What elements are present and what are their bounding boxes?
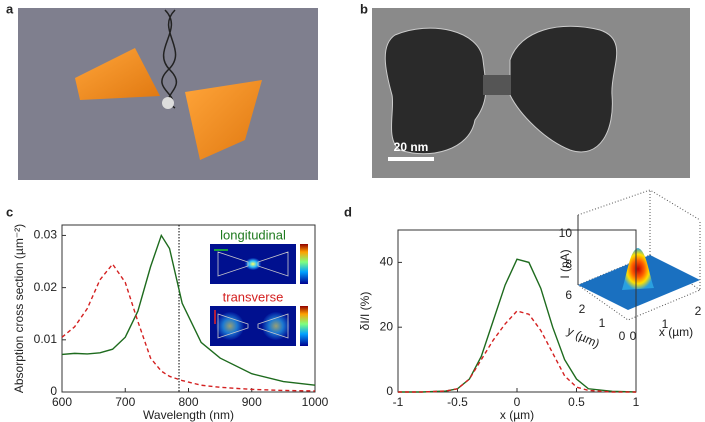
panel-label: c xyxy=(6,204,13,219)
x-tick-label: 1000 xyxy=(302,395,329,409)
field-hotspot xyxy=(245,258,261,270)
x-axis-label: x (µm) xyxy=(500,408,534,422)
x-tick-label: -0.5 xyxy=(447,395,468,409)
y-tick-label: 0.02 xyxy=(34,280,58,294)
y-axis-label: Absorption cross section (µm⁻²) xyxy=(12,224,26,393)
inset-label: longitudinal xyxy=(220,227,286,242)
y-tick-label: 20 xyxy=(380,319,394,333)
y-tick-label: 0 xyxy=(50,384,57,398)
y-label: y (µm) xyxy=(565,324,602,351)
x-axis-label: Wavelength (nm) xyxy=(143,408,234,422)
colorbar xyxy=(300,306,308,346)
z-label: I (nA) xyxy=(558,249,572,278)
x-tick-label: 800 xyxy=(178,395,198,409)
panel-label: d xyxy=(344,204,352,219)
panel-label: a xyxy=(6,1,14,16)
x-tick-label: 900 xyxy=(242,395,262,409)
surface-peak xyxy=(622,248,654,290)
x-tick-label: 2 xyxy=(695,304,702,318)
scale-bar xyxy=(388,157,434,161)
y-tick-label: 2 xyxy=(579,302,586,316)
z-tick-label: 6 xyxy=(565,288,572,302)
z-tick-label: 10 xyxy=(559,226,573,240)
x-tick-label: 600 xyxy=(52,395,72,409)
x-tick-label: -1 xyxy=(393,395,404,409)
field-hotspot xyxy=(262,312,290,340)
y-tick-label: 1 xyxy=(599,316,606,330)
x-label: x (µm) xyxy=(659,325,693,339)
z-tick-label: 8 xyxy=(565,257,572,271)
series-line xyxy=(61,233,316,386)
x-tick-label: 0 xyxy=(630,329,637,343)
x-tick-label: 1 xyxy=(662,317,669,331)
prism-left xyxy=(75,48,160,100)
y-tick-label: 40 xyxy=(380,255,394,269)
outline xyxy=(217,251,289,277)
y-tick-label: 0 xyxy=(386,384,393,398)
particle-left xyxy=(384,27,487,155)
prism-right xyxy=(185,80,262,160)
series-line xyxy=(398,310,636,393)
y-tick-label: 0.03 xyxy=(34,228,58,242)
panel-label: b xyxy=(360,1,368,16)
outline xyxy=(217,313,289,339)
y-tick-label: 0.01 xyxy=(34,332,58,346)
gap xyxy=(483,75,511,95)
series-line xyxy=(398,258,637,393)
scale-label: 20 nm xyxy=(394,140,429,154)
x-tick-label: 0.5 xyxy=(568,395,585,409)
field-hotspot xyxy=(216,312,244,340)
inset-label: transverse xyxy=(223,289,284,304)
x-tick-label: 700 xyxy=(115,395,135,409)
plot-frame xyxy=(397,229,637,393)
particle xyxy=(162,97,174,109)
colorbar xyxy=(300,244,308,284)
x-tick-label: 1 xyxy=(633,395,640,409)
x-tick-label: 0 xyxy=(514,395,521,409)
particle-right xyxy=(509,25,618,153)
y-tick-label: 0 xyxy=(619,329,626,343)
y-axis-label: δI/I (%) xyxy=(358,292,372,331)
